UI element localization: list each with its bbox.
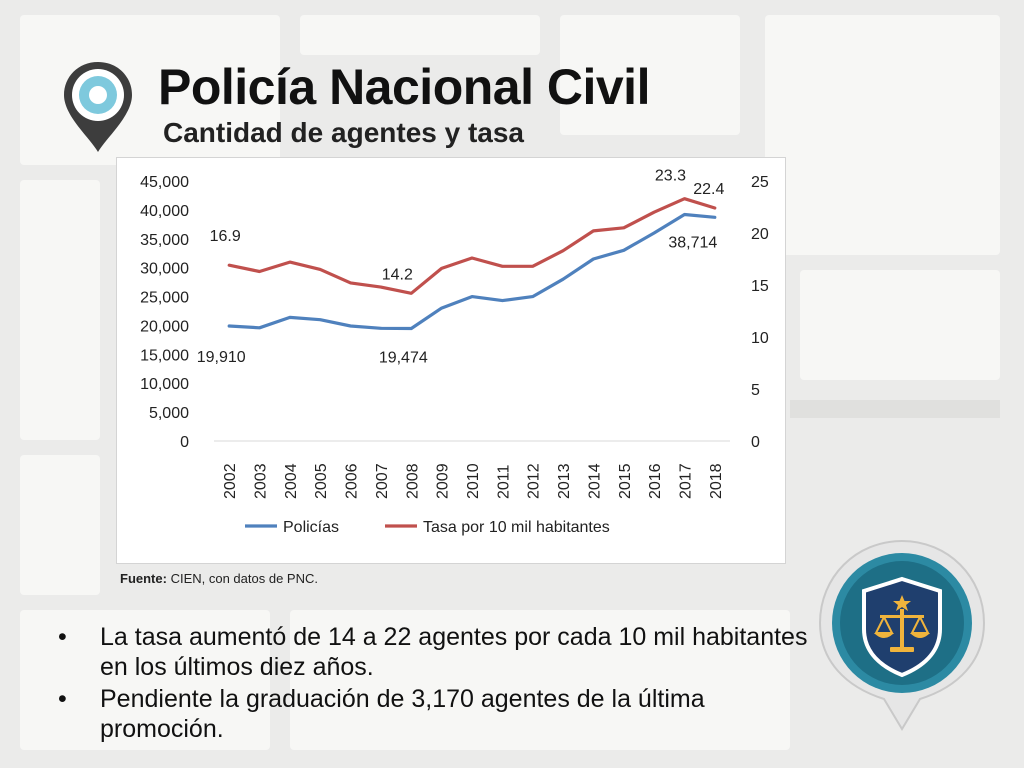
y-right-tick-label: 10	[751, 330, 769, 347]
x-tick-label: 2006	[344, 463, 361, 499]
x-tick-label: 2003	[253, 463, 270, 499]
chart-canvas: 0 5,000 10,000 15,000 20,000 25,000 30,000 35,0…	[140, 168, 769, 536]
background-block	[20, 180, 100, 440]
y-left-tick-label: 35,000	[140, 232, 189, 249]
bullet-dot: •	[58, 685, 67, 713]
x-tick-label: 2004	[283, 463, 300, 499]
data-label: 38,714	[668, 234, 717, 251]
data-label: 23.3	[655, 168, 686, 185]
x-tick-label: 2007	[374, 463, 391, 499]
x-tick-label: 2010	[465, 463, 482, 499]
y-left-tick-label: 0	[180, 434, 189, 451]
x-tick-label: 2011	[495, 464, 512, 499]
police-badge-scales-icon	[812, 537, 992, 737]
y-left-tick-label: 45,000	[140, 174, 189, 191]
x-tick-label: 2009	[435, 463, 452, 499]
y-left-tick-label: 30,000	[140, 261, 189, 278]
y-left-tick-label: 25,000	[140, 290, 189, 307]
bullet-text: La tasa aumentó de 14 a 22 agentes por c…	[100, 623, 808, 681]
y-left-tick-label: 20,000	[140, 318, 189, 335]
background-block	[20, 610, 270, 750]
x-tick-label: 2016	[647, 463, 664, 499]
data-label: 22.4	[693, 181, 724, 198]
series-line-policias	[227, 212, 717, 331]
y-left-tick-label: 40,000	[140, 203, 189, 220]
source-label: Fuente:	[120, 571, 167, 586]
bullet-item: • La tasa aumentó de 14 a 22 agentes por…	[58, 622, 818, 682]
y-right-tick-label: 25	[751, 174, 769, 191]
background-block	[560, 15, 740, 135]
background-block	[765, 15, 1000, 255]
x-tick-label: 2017	[677, 463, 694, 499]
data-label: 16.9	[210, 228, 241, 245]
bullet-item: • Pendiente la graduación de 3,170 agent…	[58, 684, 818, 744]
background-block	[800, 270, 1000, 380]
background-road	[790, 400, 1000, 418]
bullet-text: Pendiente la graduación de 3,170 agentes…	[100, 685, 705, 743]
background-block	[290, 610, 790, 750]
y-left-tick-label: 5,000	[149, 405, 189, 422]
source-text: CIEN, con datos de PNC.	[166, 571, 318, 586]
x-tick-label: 2002	[222, 463, 239, 499]
page-title: Policía Nacional Civil	[158, 59, 650, 115]
data-label: 19,474	[379, 349, 428, 366]
x-tick-label: 2008	[404, 463, 421, 499]
legend-label: Policías	[283, 519, 339, 536]
y-left-tick-label: 15,000	[140, 347, 189, 364]
y-right-tick-label: 5	[751, 382, 760, 399]
y-right-tick-label: 15	[751, 278, 769, 295]
bullet-list: • La tasa aumentó de 14 a 22 agentes por…	[58, 622, 818, 746]
x-tick-label: 2005	[313, 463, 330, 499]
bullet-dot: •	[58, 623, 67, 651]
x-tick-label: 2013	[556, 463, 573, 499]
background-block	[20, 15, 280, 165]
map-pin-icon	[58, 58, 138, 158]
source-note: Fuente: CIEN, con datos de PNC.	[120, 571, 318, 586]
x-tick-label: 2012	[526, 463, 543, 499]
x-tick-label: 2018	[708, 463, 725, 499]
line-chart: 0 5,000 10,000 15,000 20,000 25,000 30,000 35,0…	[116, 157, 786, 564]
y-right-tick-label: 0	[751, 434, 760, 451]
x-tick-label: 2015	[617, 463, 634, 499]
y-right-tick-label: 20	[751, 226, 769, 243]
x-tick-label: 2014	[586, 463, 603, 499]
data-label: 19,910	[197, 349, 246, 366]
page-subtitle: Cantidad de agentes y tasa	[163, 117, 525, 148]
background-block	[20, 455, 100, 595]
data-label: 14.2	[382, 266, 413, 283]
y-left-tick-label: 10,000	[140, 376, 189, 393]
series-line-tasa	[227, 197, 717, 295]
background-block	[300, 15, 540, 55]
legend-label: Tasa por 10 mil habitantes	[423, 519, 610, 536]
